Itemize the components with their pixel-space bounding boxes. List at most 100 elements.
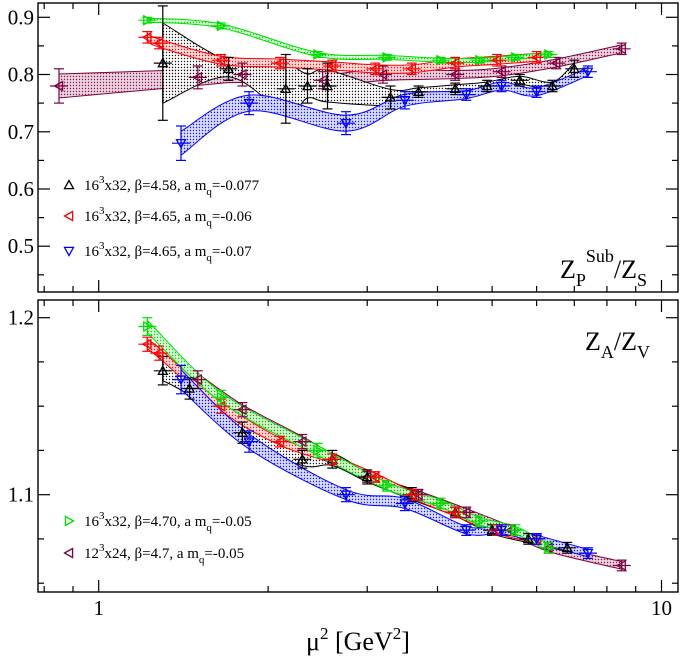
data-point: [143, 14, 154, 26]
legend-marker: [63, 179, 75, 190]
data-point: [340, 118, 352, 130]
data-point: [141, 338, 152, 350]
data-point: [321, 80, 334, 91]
data-point: [546, 80, 559, 91]
data-point: [316, 74, 327, 86]
legend-marker: [63, 210, 74, 222]
data-point: [313, 48, 324, 61]
data-point: [495, 525, 508, 536]
data-point: [53, 80, 64, 92]
top-error-bands: [58, 17, 623, 157]
data-point: [236, 404, 247, 416]
data-point: [377, 68, 388, 81]
data-point: [216, 391, 227, 403]
data-point: [274, 57, 285, 69]
data-point: [369, 471, 380, 483]
series-1-marks: [138, 31, 546, 76]
top-panel: 0.5 0.6 0.7 0.8 0.9 163x32, β=4.58, a mq=-0.…: [8, 2, 679, 293]
data-point: [384, 91, 397, 102]
bottom-data-marks: [138, 317, 631, 572]
data-point: [399, 96, 411, 107]
error-band-4: [197, 372, 623, 570]
data-point: [449, 57, 460, 69]
data-point: [449, 506, 460, 519]
x-tick-label: 10: [651, 596, 672, 620]
data-point: [382, 480, 393, 492]
data-point: [369, 63, 380, 75]
legend-label: 163x32, β=4.65, a mq=-0.06: [84, 205, 252, 229]
y-tick-label: 0.5: [8, 234, 34, 258]
data-point: [481, 80, 493, 91]
data-point: [568, 62, 580, 74]
data-point: [544, 542, 555, 554]
data-point: [143, 320, 154, 333]
y-tick-label: 1.1: [8, 483, 34, 507]
data-point: [280, 82, 292, 94]
data-point: [530, 534, 543, 545]
data-point: [153, 347, 164, 359]
data-point: [326, 453, 337, 465]
data-point: [475, 515, 486, 527]
data-point: [460, 506, 471, 519]
data-point: [243, 437, 255, 448]
data-point: [475, 54, 486, 66]
data-point: [191, 373, 203, 386]
legend-entry: 123x24, β=4.7, a mq=-0.05: [63, 542, 244, 566]
bottom-panel: 1 10 1.1 1.2 163x32, β=4.70, a mq=-0.05 123x…: [8, 299, 679, 620]
y-tick-label: 1.2: [8, 306, 34, 330]
x-axis-title: μ2 [GeV2]: [306, 624, 410, 656]
bottom-panel-label: ZA/ZV: [585, 327, 650, 362]
bottom-axis-ticks: 1 10 1.1 1.2: [8, 300, 678, 620]
data-point: [236, 426, 249, 437]
data-point: [399, 499, 411, 510]
series-3-marks: [138, 317, 558, 554]
data-point: [460, 525, 472, 536]
x-tick-label: 1: [93, 596, 104, 620]
data-point: [412, 489, 423, 501]
error-band-1: [146, 338, 538, 544]
top-plot-frame: [37, 2, 679, 293]
data-point: [495, 66, 506, 78]
data-point: [222, 62, 235, 74]
data-point: [296, 435, 307, 448]
data-point: [340, 490, 352, 501]
data-point: [405, 63, 417, 75]
data-point: [326, 60, 337, 72]
data-point: [436, 54, 447, 66]
data-point: [530, 87, 543, 98]
bottom-legend: 163x32, β=4.70, a mq=-0.05 123x24, β=4.7,…: [63, 510, 252, 566]
data-point: [157, 57, 169, 68]
data-point: [436, 497, 447, 510]
series-3-marks: [138, 14, 558, 66]
legend-label: 123x24, β=4.7, a mq=-0.05: [84, 542, 244, 566]
series-0-marks: [153, 5, 584, 124]
data-point: [216, 20, 227, 32]
data-point: [460, 90, 472, 101]
legend-entry: 163x32, β=4.70, a mq=-0.05: [64, 510, 252, 534]
series-2-marks: [172, 65, 597, 161]
legend-entry: 163x32, β=4.58, a mq=-0.077: [63, 174, 260, 198]
legend-label: 163x32, β=4.70, a mq=-0.05: [84, 510, 252, 534]
data-point: [530, 51, 541, 64]
data-point: [243, 98, 255, 109]
data-point: [561, 541, 573, 553]
data-point: [511, 51, 522, 64]
top-panel-label: ZPSub/ZS: [560, 246, 647, 290]
bottom-plot-frame: [37, 299, 679, 593]
data-point: [382, 51, 393, 64]
y-tick-label: 0.9: [8, 5, 34, 29]
data-point: [153, 37, 164, 49]
data-point: [157, 364, 169, 376]
legend-marker: [63, 246, 75, 257]
data-point: [514, 74, 526, 85]
legend-entry: 163x32, β=4.65, a mq=-0.06: [63, 205, 252, 229]
series-4-marks: [50, 42, 631, 104]
legend-label: 163x32, β=4.58, a mq=-0.077: [84, 174, 260, 198]
data-point: [582, 548, 594, 559]
data-point: [183, 382, 196, 393]
legend-entry: 163x32, β=4.65, a mq=-0.07: [63, 240, 252, 264]
legend-marker: [64, 515, 75, 527]
data-point: [215, 54, 226, 66]
bottom-error-bands: [146, 319, 623, 570]
